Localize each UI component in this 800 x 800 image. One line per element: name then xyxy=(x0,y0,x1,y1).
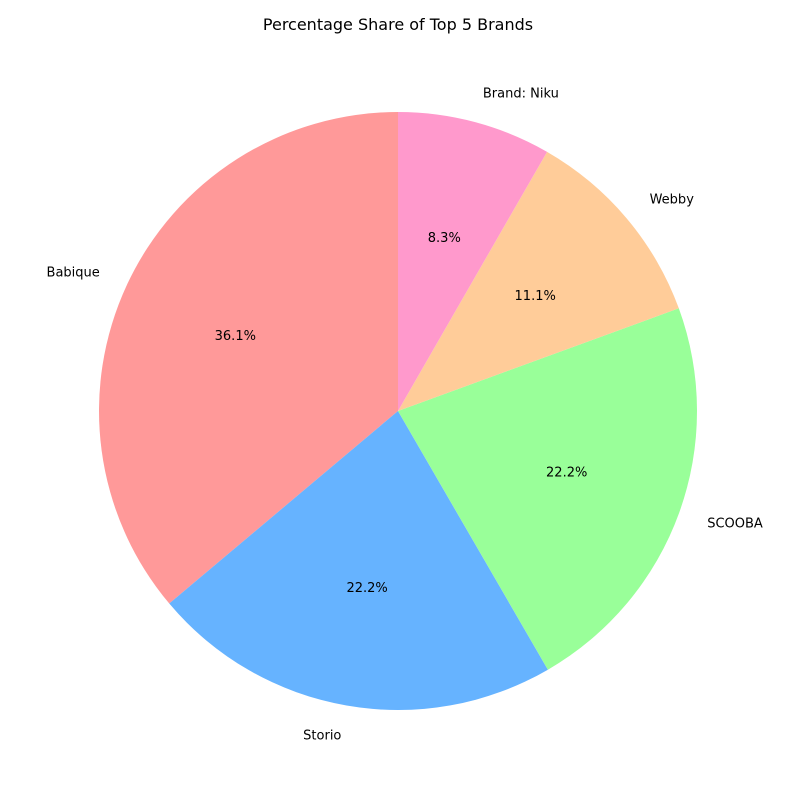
pie-slice-scooba xyxy=(398,308,698,670)
slice-label-webby: Webby xyxy=(650,193,695,208)
slice-label-storio: Storio xyxy=(303,729,341,744)
pie-slice-babique xyxy=(99,112,398,604)
percent-label-webby: 11.1% xyxy=(515,289,556,304)
percent-label-storio: 22.2% xyxy=(346,581,387,596)
pie-slice-brand-niku xyxy=(398,112,548,411)
pie-slices xyxy=(99,112,698,711)
slice-label-scooba: SCOOBA xyxy=(707,517,763,532)
percent-label-babique: 36.1% xyxy=(215,329,256,344)
slice-label-babique: Babique xyxy=(47,266,100,281)
pie-slice-webby xyxy=(398,151,679,411)
pie-labels: Babique 36.1% Storio 22.2% SCOOBA 22.2% Webby 1… xyxy=(47,87,763,744)
slice-label-brand-niku: Brand: Niku xyxy=(483,87,559,102)
percent-label-brand-niku: 8.3% xyxy=(428,231,461,246)
chart-title: Percentage Share of Top 5 Brands xyxy=(263,15,533,34)
pie-slice-storio xyxy=(169,411,548,711)
percent-label-scooba: 22.2% xyxy=(546,466,587,481)
